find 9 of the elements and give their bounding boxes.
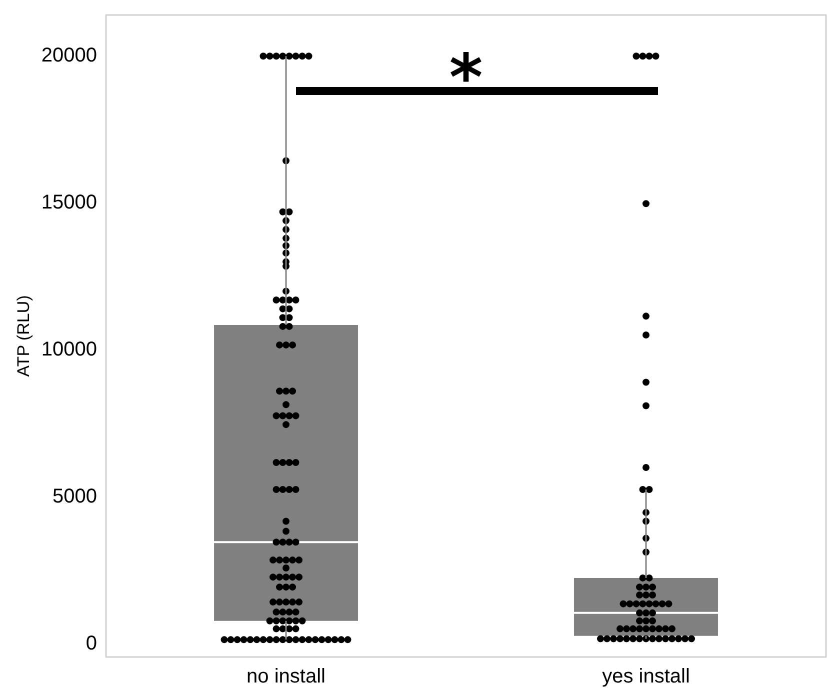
- y-tick-label: 0: [86, 632, 98, 654]
- y-tick-label: 20000: [41, 44, 98, 67]
- annotation: *: [449, 41, 483, 116]
- x-tick-label: no install: [246, 666, 326, 688]
- y-axis-title: ATP (RLU): [14, 295, 33, 377]
- x-tick-label: yes install: [602, 666, 690, 688]
- y-tick-label: 15000: [41, 192, 98, 214]
- y-tick-label: 10000: [41, 338, 98, 360]
- y-tick-label: 5000: [52, 485, 98, 508]
